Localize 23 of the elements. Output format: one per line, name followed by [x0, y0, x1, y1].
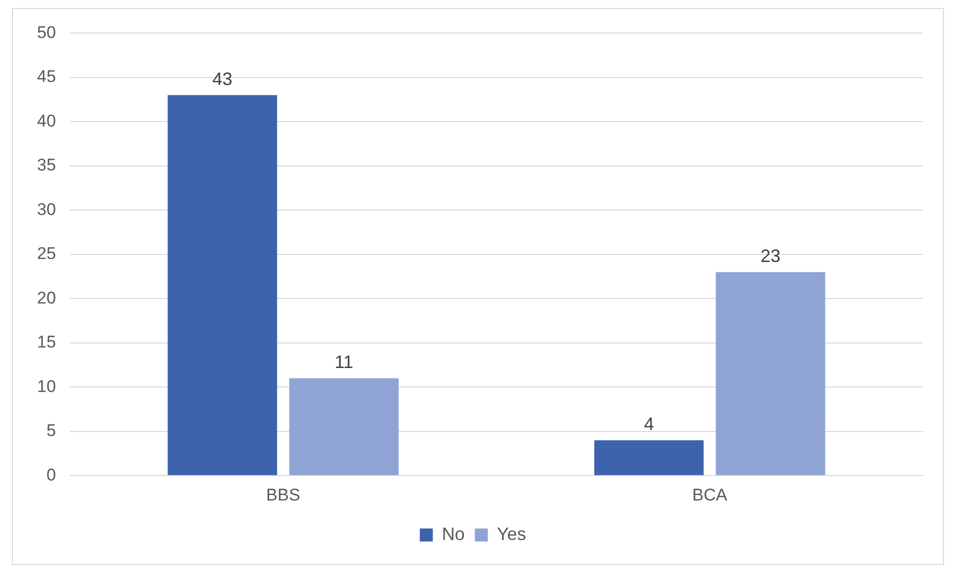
y-tick-label: 40 [36, 111, 56, 130]
data-label: 43 [212, 69, 232, 90]
data-label: 23 [760, 246, 781, 266]
data-label: 11 [334, 352, 354, 372]
y-tick-label: 15 [36, 332, 56, 352]
bar [289, 378, 399, 476]
legend-label: No [442, 524, 465, 544]
y-tick-label: 35 [36, 156, 56, 175]
y-tick-label: 20 [36, 288, 56, 308]
legend-label: Yes [496, 524, 526, 544]
y-tick-label: 45 [36, 67, 56, 86]
bar [168, 95, 278, 476]
bar [594, 440, 704, 476]
y-tick-label: 10 [36, 376, 56, 396]
bar [716, 272, 826, 476]
y-tick-label: 5 [46, 421, 56, 440]
y-tick-label: 50 [36, 22, 56, 42]
x-tick-label: BBS [266, 485, 300, 504]
y-tick-label: 0 [46, 465, 56, 484]
x-tick-label: BCA [692, 485, 728, 504]
y-tick-label: 25 [36, 244, 56, 264]
data-label: 4 [644, 414, 654, 434]
y-tick-label: 30 [36, 200, 56, 219]
